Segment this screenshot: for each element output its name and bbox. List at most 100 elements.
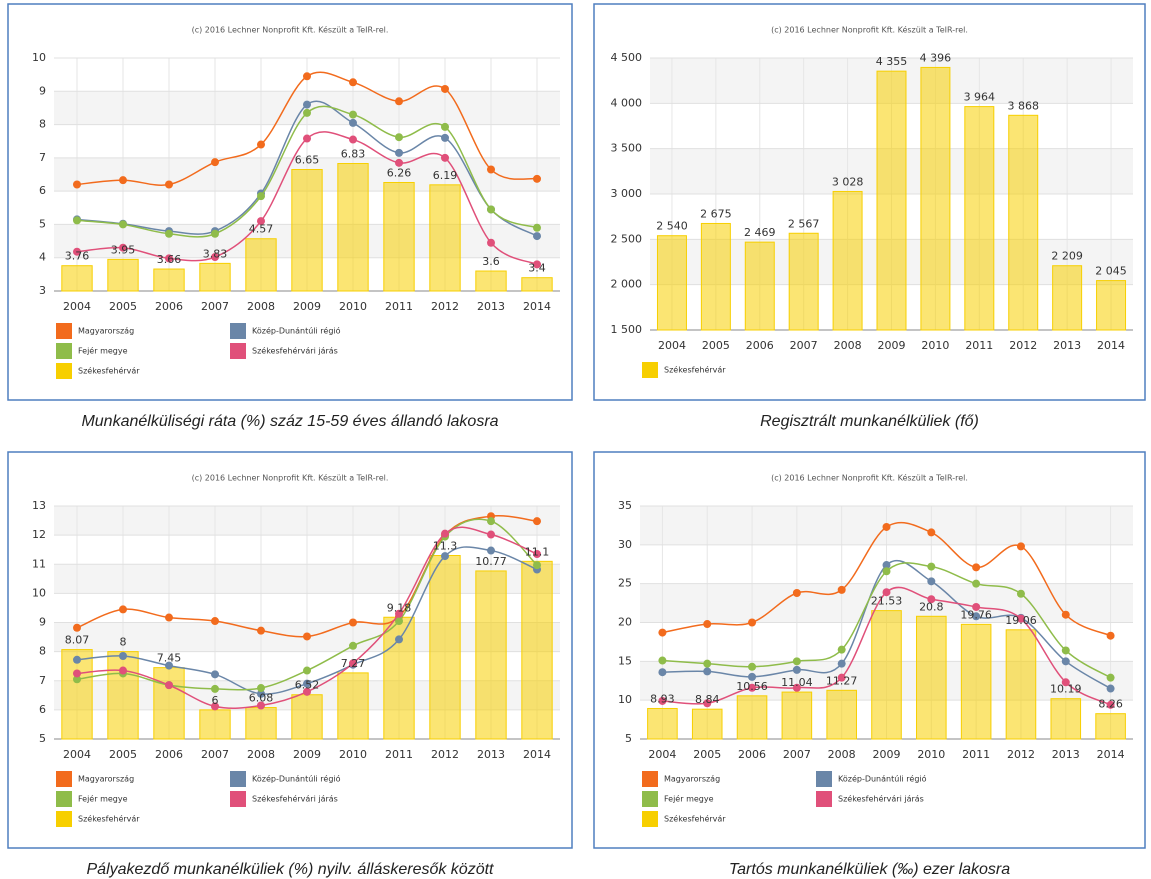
marker xyxy=(487,530,495,539)
value-label: 9.18 xyxy=(387,601,412,614)
value-label: 8.93 xyxy=(650,692,675,705)
x-tick-label: 2005 xyxy=(109,748,137,761)
y-tick-label: 1 500 xyxy=(611,323,643,336)
x-tick-label: 2007 xyxy=(201,300,229,313)
marker xyxy=(257,689,265,698)
x-tick-label: 2006 xyxy=(155,300,183,313)
value-label: 3 964 xyxy=(964,91,996,104)
marker xyxy=(395,133,403,142)
credit: (c) 2016 Lechner Nonprofit Kft. Készült … xyxy=(771,25,968,35)
x-tick-label: 2006 xyxy=(155,748,183,761)
value-label: 6.52 xyxy=(295,679,320,692)
legend-label: Székesfehérvár xyxy=(664,365,726,375)
marker xyxy=(533,260,541,269)
y-tick-label: 25 xyxy=(618,577,632,590)
marker xyxy=(1106,673,1115,682)
marker xyxy=(349,78,357,87)
value-label: 11.27 xyxy=(826,674,858,687)
marker xyxy=(165,681,173,690)
marker xyxy=(882,567,891,576)
bar xyxy=(781,691,813,740)
legend-swatch xyxy=(56,363,72,379)
marker xyxy=(211,670,219,679)
marker xyxy=(211,158,219,167)
x-tick-label: 2013 xyxy=(477,748,505,761)
value-label: 4.57 xyxy=(249,223,274,236)
marker xyxy=(1061,646,1070,655)
bar xyxy=(153,268,185,292)
bar xyxy=(245,238,277,292)
chart-caption: Pályakezdő munkanélküliek (%) nyilv. áll… xyxy=(87,861,495,878)
bar xyxy=(429,184,461,292)
marker xyxy=(1061,657,1070,666)
legend-swatch xyxy=(230,343,246,359)
y-tick-label: 10 xyxy=(32,586,46,599)
marker xyxy=(533,561,541,570)
bar xyxy=(291,169,323,292)
marker xyxy=(73,669,81,678)
marker xyxy=(165,661,173,670)
x-tick-label: 2005 xyxy=(702,339,730,352)
marker xyxy=(441,133,449,142)
bar xyxy=(700,222,731,331)
bar xyxy=(656,235,687,331)
value-label: 2 567 xyxy=(788,217,820,230)
marker xyxy=(119,666,127,675)
marker xyxy=(792,665,801,674)
x-tick-label: 2010 xyxy=(339,748,367,761)
bar xyxy=(61,265,93,292)
marker xyxy=(119,220,127,229)
value-label: 3.83 xyxy=(203,247,228,260)
marker xyxy=(165,229,173,238)
marker xyxy=(1061,678,1070,687)
marker xyxy=(257,217,265,226)
x-tick-label: 2007 xyxy=(790,339,818,352)
value-label: 4 396 xyxy=(920,51,952,64)
y-tick-label: 4 500 xyxy=(611,51,643,64)
bar xyxy=(1096,280,1127,331)
bar xyxy=(1005,629,1037,740)
marker xyxy=(257,140,265,149)
value-label: 4 355 xyxy=(876,55,908,68)
bar xyxy=(871,610,902,740)
legend-label: Magyarország xyxy=(78,775,134,784)
marker xyxy=(395,158,403,167)
marker xyxy=(165,180,173,189)
marker xyxy=(211,702,219,711)
chart-panel: (c) 2016 Lechner Nonprofit Kft. Készült … xyxy=(7,3,573,401)
bar xyxy=(337,163,369,292)
marker xyxy=(837,645,846,654)
x-tick-label: 2010 xyxy=(917,748,945,761)
legend-swatch xyxy=(642,771,658,787)
value-label: 6.65 xyxy=(295,154,320,167)
x-tick-label: 2014 xyxy=(1097,339,1125,352)
marker xyxy=(972,563,981,572)
marker xyxy=(73,216,81,225)
y-tick-label: 2 500 xyxy=(611,232,643,245)
bar xyxy=(153,667,185,740)
marker xyxy=(1106,631,1115,640)
marker xyxy=(73,247,81,256)
marker xyxy=(119,243,127,252)
marker xyxy=(837,673,846,682)
bar xyxy=(1052,265,1083,331)
value-label: 20.8 xyxy=(919,600,944,613)
legend-label: Fejér megye xyxy=(78,346,128,356)
marker xyxy=(748,672,757,681)
value-label: 8.84 xyxy=(695,693,720,706)
marker xyxy=(658,656,667,665)
value-label: 7.45 xyxy=(157,652,182,665)
value-label: 6.26 xyxy=(387,166,412,179)
value-label: 8 xyxy=(120,636,127,649)
marker xyxy=(349,641,357,650)
marker xyxy=(349,110,357,119)
bar xyxy=(826,689,857,740)
marker xyxy=(703,667,712,676)
marker xyxy=(257,626,265,635)
marker xyxy=(1106,684,1115,693)
x-tick-label: 2005 xyxy=(693,748,721,761)
legend-label: Székesfehérvár xyxy=(664,814,726,824)
x-tick-label: 2004 xyxy=(63,748,91,761)
y-tick-label: 13 xyxy=(32,499,46,512)
